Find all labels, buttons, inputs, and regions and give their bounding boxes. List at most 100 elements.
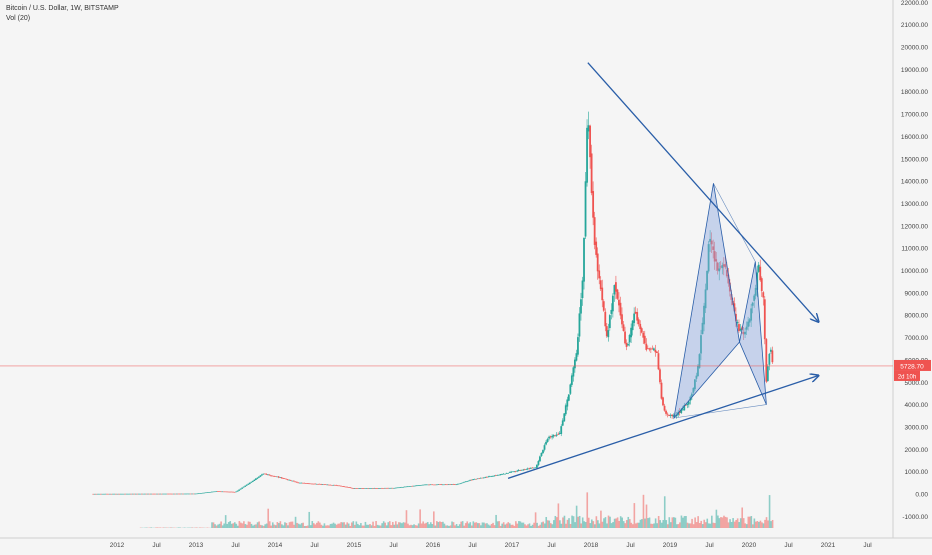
volume-bar [553,520,555,528]
volume-bar [744,523,746,528]
volume-bar [248,521,250,528]
volume-bar [302,523,304,528]
volume-bar [354,525,356,528]
volume-bar [494,525,496,528]
y-tick-label: 12000.00 [901,223,928,230]
volume-bar [757,521,759,528]
volume-bar [473,521,475,528]
volume-bar [515,521,517,528]
volume-bar [384,523,386,528]
candle-body [568,394,570,400]
volume-bar [435,526,437,528]
volume-bar [263,526,265,528]
volume-bar [564,516,566,528]
volume-bar [278,523,280,528]
candle-body [261,474,263,475]
volume-bar [541,522,543,528]
volume-bar [735,520,737,528]
volume-bar [305,526,307,528]
candle-body [580,299,582,313]
volume-bar [497,521,499,528]
volume-bar [328,525,330,528]
volume-bar [232,523,234,528]
candle-body [237,491,239,492]
volume-bar [685,516,687,528]
volume-bar [345,525,347,528]
candle-body [238,490,240,491]
volume-indicator-label[interactable]: Vol (20) [6,14,119,24]
volume-bar [690,523,692,528]
volume-bar [249,522,251,528]
volume-bar [428,524,430,528]
candle-body [244,486,246,487]
volume-bar [485,523,487,528]
volume-bar [498,521,500,528]
volume-bar [605,517,607,528]
volume-bar [579,516,581,528]
volume-bar [664,496,666,528]
volume-bar [573,516,575,528]
harmonic-pattern-xab [674,183,740,418]
volume-bar [521,523,523,528]
candle-body [591,153,593,193]
volume-bar [395,521,397,528]
y-tick-label: 18000.00 [901,89,928,96]
volume-bar [703,520,705,528]
volume-bar [453,522,455,528]
candle-body [287,479,289,480]
volume-bar [700,521,702,528]
volume-bar [362,526,364,528]
volume-bar [532,525,534,528]
volume-bar [504,525,506,528]
volume-bar [327,525,329,528]
volume-bar [725,517,727,528]
x-tick-label: 2019 [663,542,678,549]
volume-bar [710,524,712,528]
volume-bar [216,526,218,528]
x-tick-label: 2021 [821,542,836,549]
volume-bar [746,524,748,528]
volume-bar [523,523,525,528]
candle-body [585,181,587,236]
volume-bar [359,525,361,528]
volume-bar [545,517,547,528]
candle-body [240,489,242,490]
candle-body [539,456,541,461]
volume-bar [277,522,279,528]
volume-bar [225,515,227,528]
volume-bar [665,520,667,528]
candle-body [544,445,546,450]
volume-bar [706,519,708,528]
volume-bar [530,526,532,528]
volume-bar [512,525,514,528]
volume-bar [561,524,563,528]
volume-bar [380,526,382,528]
candle-body [601,288,603,301]
volume-bar [239,521,241,528]
volume-bar [421,523,423,528]
candle-body [764,299,766,339]
volume-bar [150,527,152,528]
volume-bar [456,524,458,528]
symbol-title[interactable]: Bitcoin / U.S. Dollar, 1W, BITSTAMP [6,4,119,14]
y-tick-label: 21000.00 [901,22,928,29]
volume-bar [290,522,292,528]
candle-body [621,314,623,324]
candle-body [483,478,485,479]
volume-bar [378,525,380,528]
x-tick-label: Jul [310,542,319,549]
volume-bar [318,521,320,528]
volume-bar [529,523,531,528]
volume-bar [315,524,317,528]
candle-body [572,367,574,376]
candle-body [609,315,611,328]
volume-bar [284,522,286,528]
volume-bar [585,522,587,528]
candle-body [250,482,252,483]
volume-bar [451,521,453,528]
volume-bar [655,518,657,528]
x-tick-label: 2012 [110,542,125,549]
candle-body [645,344,647,350]
